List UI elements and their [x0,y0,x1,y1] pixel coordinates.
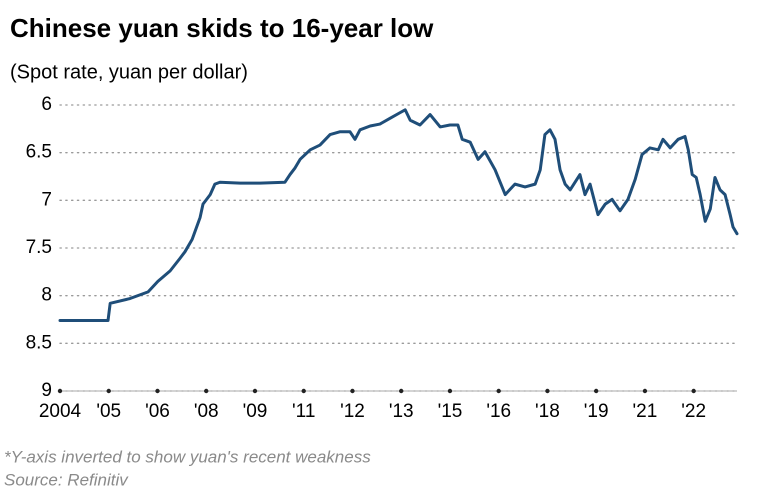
y-tick-label: 7.5 [26,237,52,258]
y-tick-label: 8 [41,285,52,306]
y-tick-label: 6.5 [26,142,52,163]
x-tick-label: '11 [292,401,315,422]
x-tick-mark [350,388,355,394]
source-note: Source: Refinitiv [4,470,129,489]
x-tick-label: '06 [145,401,170,422]
chart-subtitle: (Spot rate, yuan per dollar) [10,61,248,83]
x-tick-label: '16 [486,401,511,422]
x-tick-label: '08 [194,401,219,422]
x-tick-mark [301,388,306,394]
x-tick-mark [496,388,501,394]
x-tick-label: 2004 [39,401,82,422]
x-tick-mark [106,388,111,394]
x-tick-label: '18 [535,401,560,422]
data-line [58,108,739,322]
x-tick-label: '19 [584,401,609,422]
x-tick-label: '05 [96,401,121,422]
x-tick-label: '13 [389,401,414,422]
x-tick-mark [399,388,404,394]
x-tick-mark [642,388,648,394]
y-tick-label: 7 [41,189,52,210]
chart-title: Chinese yuan skids to 16-year low [10,13,434,43]
x-tick-label: '09 [243,401,268,422]
x-tick-mark [593,388,599,394]
y-tick-label: 8.5 [26,332,52,353]
footnote: *Y-axis inverted to show yuan's recent w… [4,447,371,466]
x-tick-mark [155,388,160,394]
x-tick-mark [545,388,550,394]
x-tick-mark [57,388,63,394]
x-tick-label: '21 [633,401,658,422]
x-tick-label: '12 [340,401,365,422]
y-tick-label: 6 [41,94,52,115]
x-tick-label: '22 [681,401,706,422]
x-tick-label: '15 [438,401,463,422]
x-tick-mark [252,388,258,394]
x-tick-mark [204,388,209,394]
x-tick-mark [447,388,453,394]
y-tick-label: 9 [41,380,52,401]
x-tick-mark [691,388,696,394]
